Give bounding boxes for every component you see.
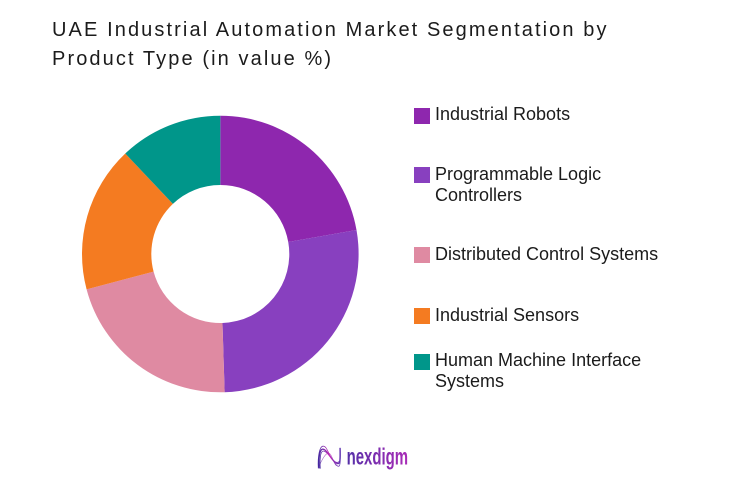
svg-text:nexdigm: nexdigm <box>347 443 409 469</box>
